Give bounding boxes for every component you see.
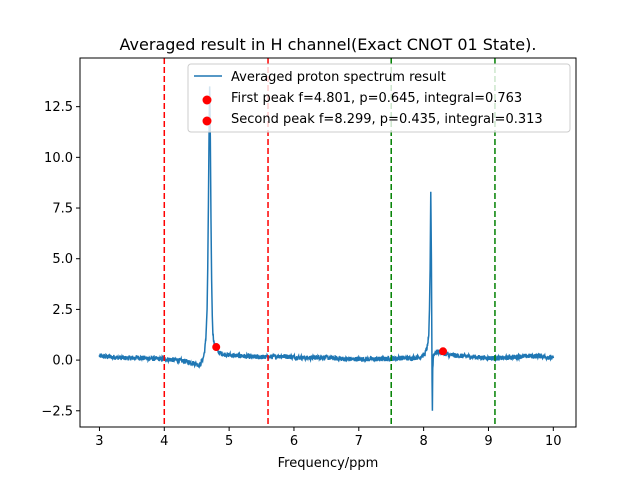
- legend: Averaged proton spectrum result First pea…: [187, 63, 571, 133]
- chart-title: Averaged result in H channel(Exact CNOT …: [120, 35, 537, 54]
- x-axis-label: Frequency/ppm: [278, 456, 379, 471]
- plot-area: [98, 58, 555, 427]
- legend-swatch-dot: [202, 116, 212, 126]
- peak-point-1: [212, 343, 221, 352]
- x-tick-label: 7: [355, 434, 363, 449]
- legend-swatch-dot: [202, 95, 212, 105]
- y-tick-label: 10.0: [44, 151, 73, 166]
- plot-inner: [98, 58, 555, 427]
- plot-frame: [79, 57, 577, 428]
- legend-entry-second-peak: Second peak f=8.299, p=0.435, integral=0…: [231, 112, 543, 127]
- series-line-spectrum: [98, 86, 555, 411]
- x-tick-label: 5: [225, 434, 233, 449]
- legend-entry-spectrum: Averaged proton spectrum result: [231, 70, 446, 85]
- x-tick-label: 6: [290, 434, 298, 449]
- y-tick-label: 7.5: [52, 202, 73, 217]
- x-axis: 3 4 5 6 7 8 9 10: [95, 427, 562, 449]
- legend-entry-first-peak: First peak f=4.801, p=0.645, integral=0.…: [231, 91, 522, 106]
- legend-box: [187, 63, 571, 133]
- x-tick-label: 9: [484, 434, 492, 449]
- x-tick-label: 8: [419, 434, 427, 449]
- x-tick-label: 3: [95, 434, 103, 449]
- x-tick-label: 10: [545, 434, 562, 449]
- x-tick-label: 4: [160, 434, 168, 449]
- y-tick-label: 5.0: [52, 252, 73, 267]
- y-axis: −2.5 0.0 2.5 5.0 7.5 10.0 12.5: [41, 100, 80, 419]
- y-tick-label: 0.0: [52, 354, 73, 369]
- y-tick-label: −2.5: [41, 404, 73, 419]
- y-tick-label: 12.5: [44, 100, 73, 115]
- peak-point-2: [439, 347, 448, 356]
- y-tick-label: 2.5: [52, 303, 73, 318]
